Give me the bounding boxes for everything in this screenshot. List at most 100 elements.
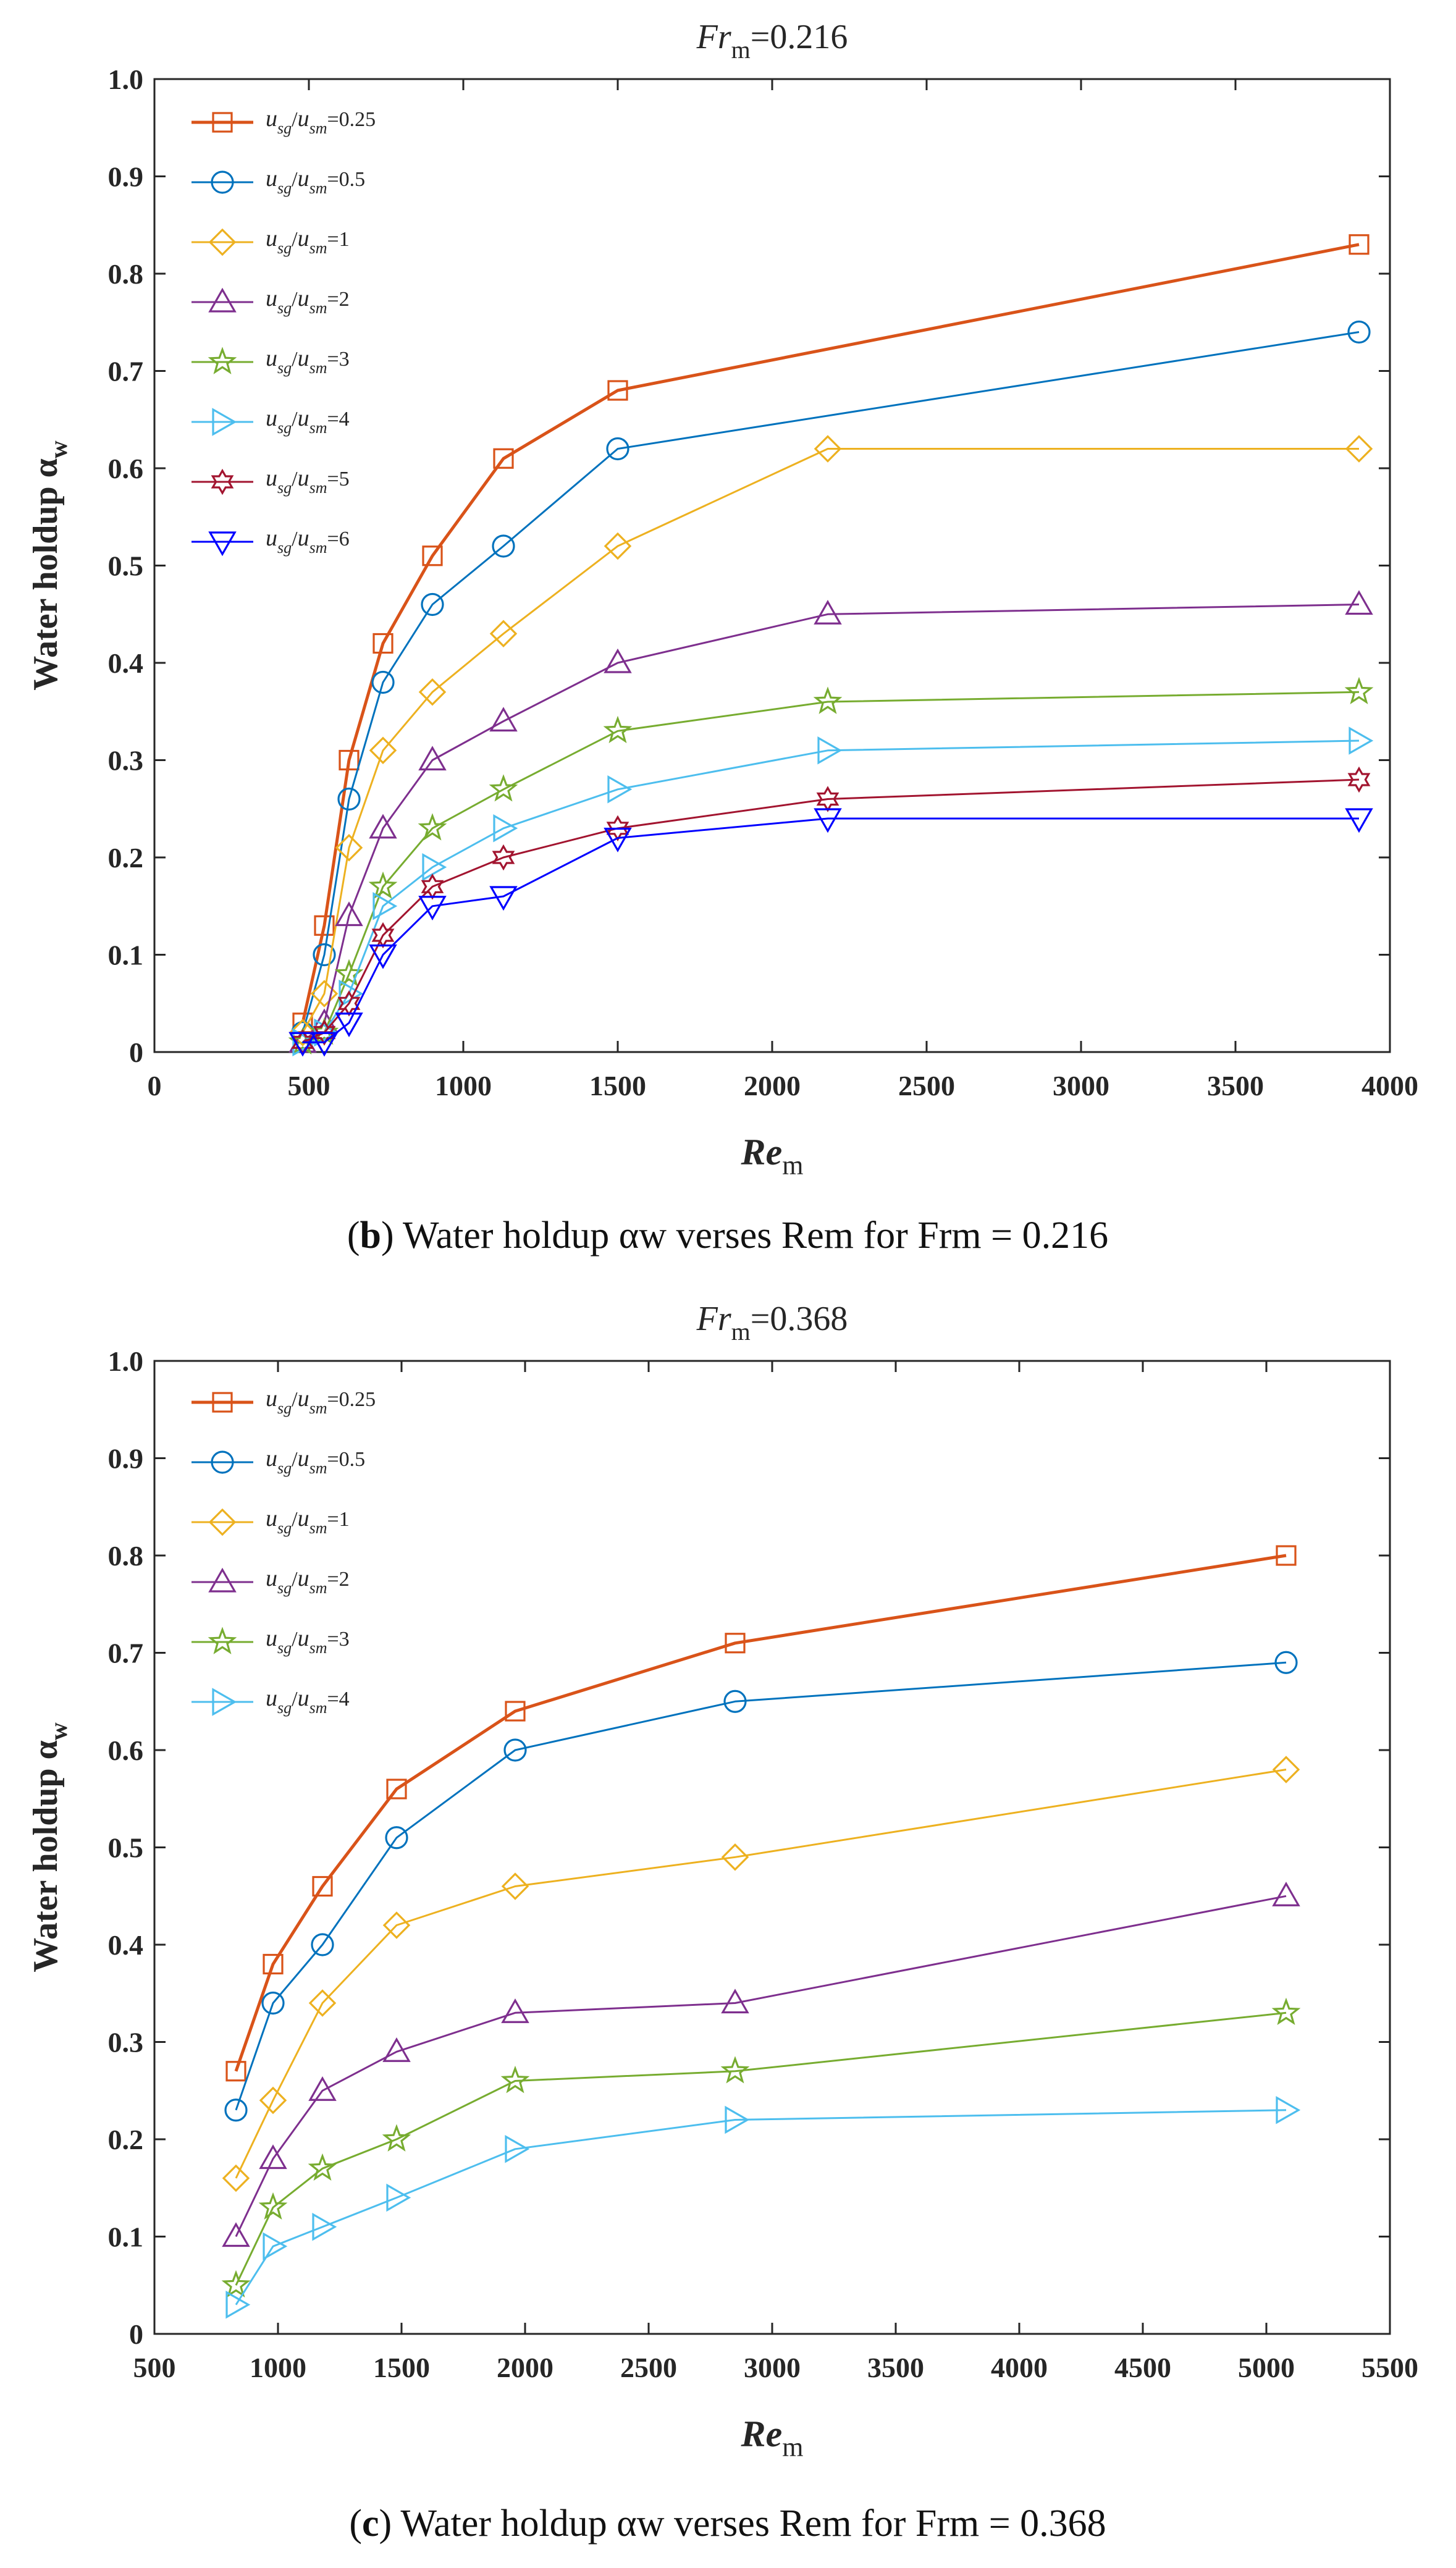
series-6 [292, 726, 1374, 1057]
data-point [817, 736, 843, 765]
data-point [1349, 234, 1370, 255]
data-point [222, 2222, 250, 2247]
x-tick-label: 3000 [744, 2352, 801, 2383]
legend-marker [212, 408, 237, 436]
data-point [604, 648, 632, 673]
data-point [369, 736, 397, 765]
data-point [313, 943, 336, 967]
series-line [301, 331, 1360, 1033]
y-tick-label: 0 [129, 2318, 143, 2350]
x-tick-label: 2500 [898, 1070, 955, 1101]
legend-label: usg/usm=3 [266, 345, 350, 377]
data-point [607, 380, 628, 401]
data-point [1345, 435, 1373, 463]
data-point [1347, 766, 1371, 793]
data-point [225, 2290, 251, 2319]
data-point [492, 534, 515, 558]
x-tick-label: 4500 [1114, 2352, 1171, 2383]
y-tick-label: 0.7 [108, 356, 144, 387]
legend-item: usg/usm=0.25 [191, 1386, 376, 1417]
data-point [721, 1989, 749, 2014]
y-tick-label: 0.8 [108, 258, 144, 290]
y-tick-label: 0.5 [108, 1832, 144, 1864]
series-line [235, 2011, 1287, 2286]
chart-2: 0 0.1 0.2 0.3 0.4 0.5 0.6 0.7 0.8 0.9 1.0 500 1000 15… [27, 1300, 1418, 2545]
data-point [422, 545, 443, 566]
data-point [606, 815, 629, 841]
x-tick-label: 3500 [867, 2352, 924, 2383]
y-tick-label: 0.2 [108, 2124, 144, 2155]
x-tick-label: 2000 [497, 2352, 553, 2383]
data-point [386, 1779, 407, 1800]
series-line [301, 243, 1360, 1024]
legend: usg/usm=0.25 usg/usm=0.5 usg/usm=1 usg/usm=… [191, 106, 376, 557]
legend-item: usg/usm=3 [191, 1625, 350, 1657]
data-point [725, 1633, 746, 1654]
legend-item: usg/usm=0.5 [191, 1446, 365, 1477]
data-point [723, 1690, 747, 1713]
data-point [604, 827, 632, 852]
legend-marker [212, 1392, 233, 1413]
y-axis-label: Water holdup αw [27, 440, 72, 691]
x-tick-label: 4000 [1361, 1070, 1418, 1101]
x-tick-label: 2500 [620, 2352, 677, 2383]
y-tick-label: 0.2 [108, 842, 144, 874]
y-tick-label: 0 [129, 1037, 143, 1068]
legend: usg/usm=0.25 usg/usm=0.5 usg/usm=1 usg/usm=… [191, 1386, 376, 1717]
data-point [372, 891, 398, 920]
series-8 [288, 808, 1373, 1057]
x-tick-label: 3000 [1053, 1070, 1109, 1101]
y-tick-label: 0.4 [108, 1929, 144, 1961]
x-tick-label: 1000 [435, 1070, 492, 1101]
x-tick-label: 5000 [1238, 2352, 1295, 2383]
data-point [418, 813, 447, 841]
series-line [235, 2109, 1287, 2305]
legend-marker [212, 112, 233, 133]
legend-item: usg/usm=1 [191, 1505, 350, 1537]
series-1 [292, 234, 1370, 1034]
data-point [421, 592, 444, 617]
data-point [814, 808, 842, 833]
data-point [422, 852, 447, 882]
y-tick-label: 0.4 [108, 647, 144, 679]
series-2 [291, 320, 1371, 1045]
data-point [308, 2076, 337, 2101]
y-tick-label: 0.6 [108, 1735, 144, 1766]
x-tick-label: 1000 [250, 2352, 306, 2383]
data-point [263, 1953, 284, 1975]
data-point [489, 707, 518, 732]
y-tick-label: 0.3 [108, 745, 144, 777]
data-point [312, 1875, 333, 1897]
data-point [505, 1701, 526, 1722]
data-point [1272, 1882, 1300, 1906]
legend-marker [208, 228, 237, 256]
data-point [1345, 590, 1373, 615]
legend-marker [211, 1450, 234, 1474]
data-point [721, 1843, 749, 1871]
y-tick-label: 0.9 [108, 161, 144, 193]
series-line [303, 817, 1359, 1043]
x-tick-label: 5500 [1361, 2352, 1418, 2383]
data-point [371, 670, 395, 694]
legend-label: usg/usm=3 [266, 1625, 350, 1657]
data-point [1344, 676, 1374, 705]
data-point [259, 2086, 287, 2115]
data-point [368, 871, 398, 899]
legend-label: usg/usm=5 [266, 465, 350, 497]
legend-item: usg/usm=6 [191, 525, 350, 557]
y-tick-label: 0.8 [108, 1540, 144, 1572]
data-point [339, 749, 360, 771]
legend-item: usg/usm=2 [191, 285, 350, 317]
legend-label: usg/usm=4 [266, 405, 350, 437]
data-point [372, 633, 393, 654]
legend-label: usg/usm=1 [266, 225, 350, 257]
data-point [221, 2270, 251, 2298]
x-tick-label: 500 [288, 1070, 330, 1101]
series-1 [225, 1545, 1297, 2082]
x-axis-label: Rem [741, 1132, 804, 1181]
data-point [310, 1032, 339, 1057]
legend-marker [211, 468, 234, 495]
data-point [312, 2212, 337, 2241]
data-point [418, 896, 447, 920]
series-5 [221, 1997, 1301, 2298]
